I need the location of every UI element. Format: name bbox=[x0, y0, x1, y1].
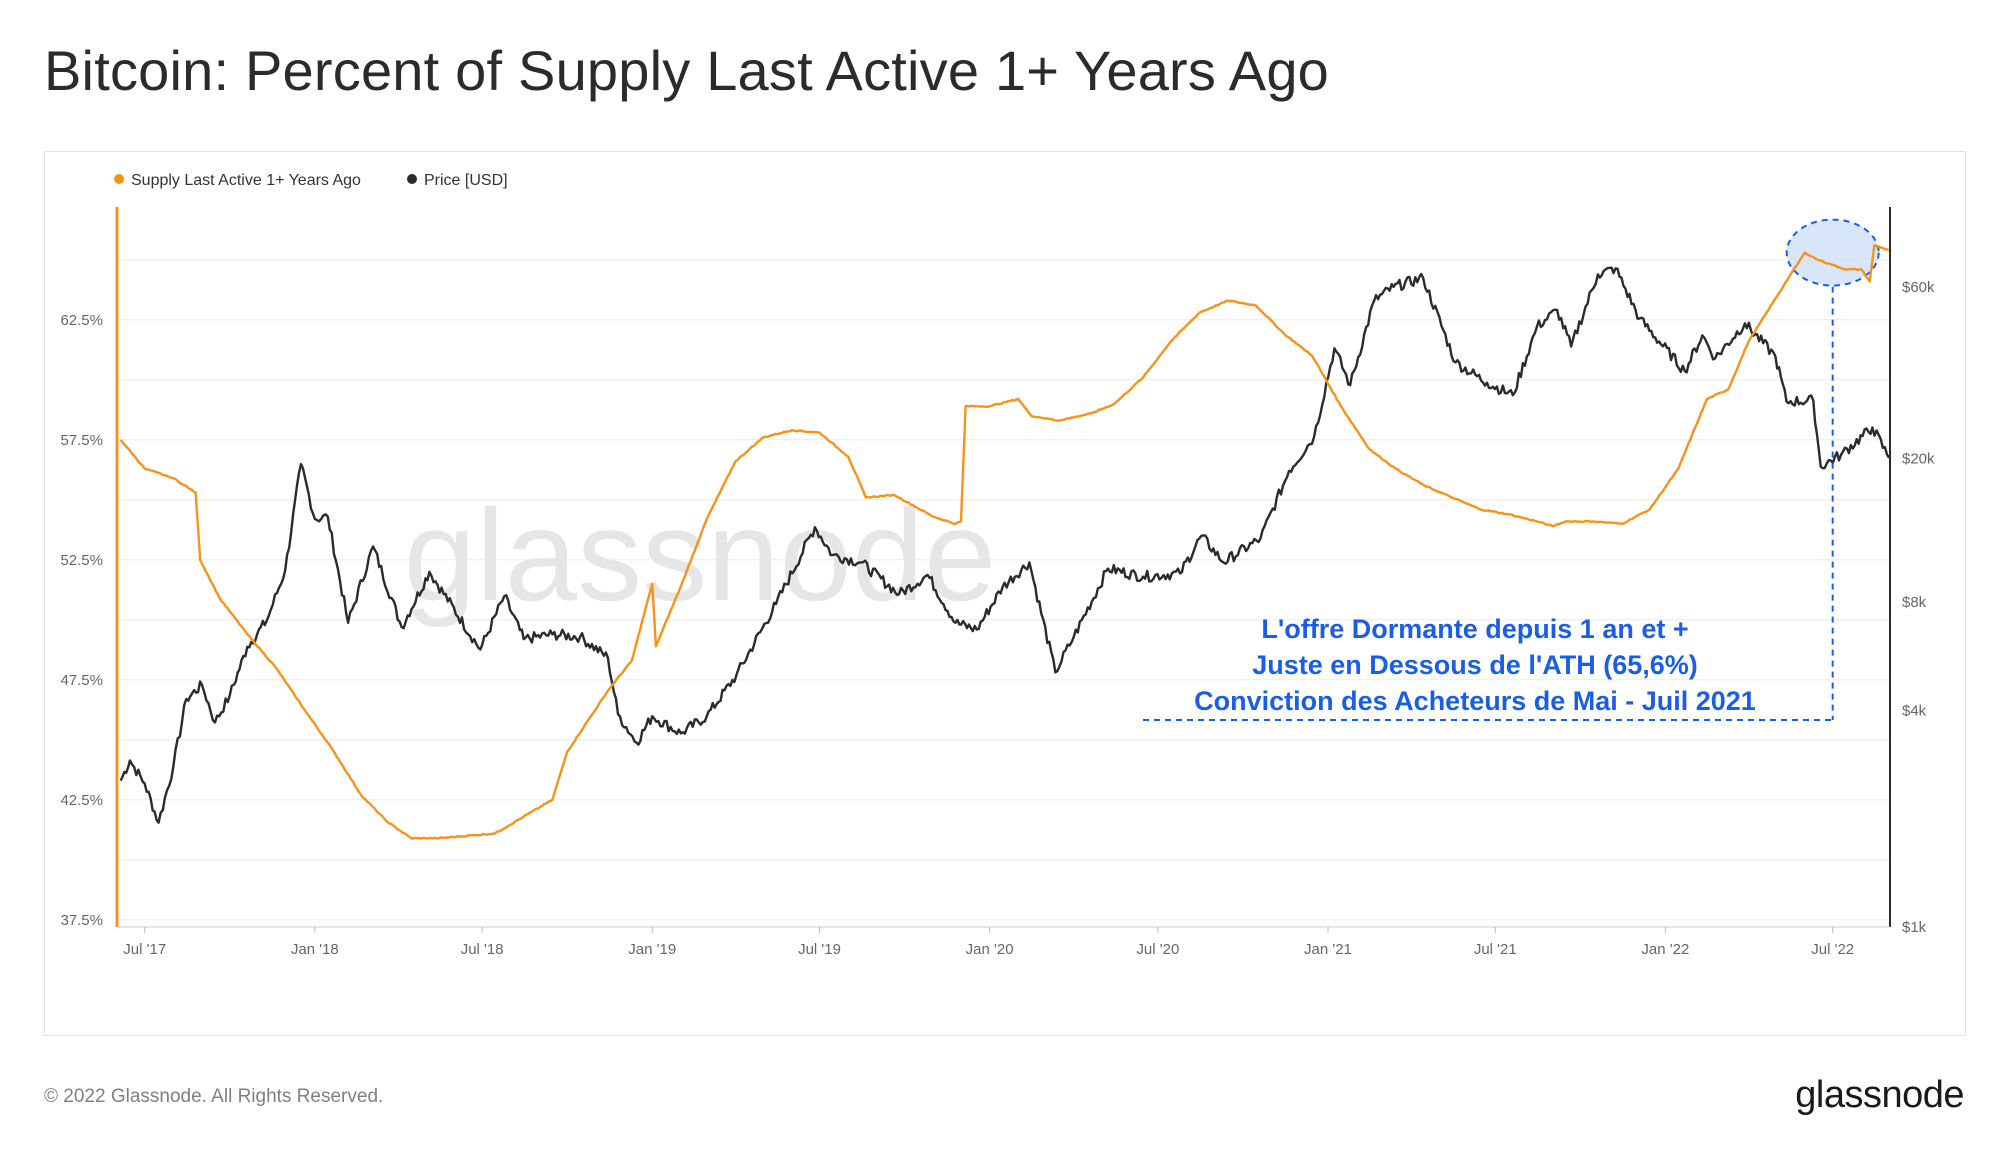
right-tick-label: $1k bbox=[1902, 919, 1927, 936]
legend[interactable]: Supply Last Active 1+ Years Ago Price [US… bbox=[114, 172, 508, 189]
tick-labels: 37.5% 42.5% 47.5% 52.5% 57.5% 62.5% $1k $4k $8k $… bbox=[60, 279, 1935, 958]
x-tick-label: Jul '19 bbox=[798, 941, 841, 958]
legend-label: Supply Last Active 1+ Years Ago bbox=[131, 172, 361, 189]
x-tick-label: Jul '20 bbox=[1136, 941, 1179, 958]
left-tick-label: 37.5% bbox=[60, 912, 103, 929]
x-tick-label: Jan '20 bbox=[966, 941, 1014, 958]
watermark: glassnode bbox=[404, 482, 997, 628]
right-tick-label: $20k bbox=[1902, 451, 1935, 468]
chart-frame: glassnode 37.5% 42.5% 47.5% 52.5% 57.5% 62.5%… bbox=[44, 151, 1966, 1036]
x-tick-label: Jan '18 bbox=[291, 941, 339, 958]
axes bbox=[115, 207, 1891, 928]
x-tick-label: Jan '21 bbox=[1304, 941, 1352, 958]
legend-dot bbox=[407, 174, 417, 184]
x-tick-label: Jul '22 bbox=[1811, 941, 1854, 958]
supply-line bbox=[119, 244, 1890, 840]
legend-label: Price [USD] bbox=[424, 172, 508, 189]
x-tick-label: Jan '19 bbox=[628, 941, 676, 958]
left-tick-label: 62.5% bbox=[60, 312, 103, 329]
right-tick-label: $4k bbox=[1902, 702, 1927, 719]
price-line bbox=[119, 266, 1891, 824]
x-tick-label: Jan '22 bbox=[1641, 941, 1689, 958]
series-layer bbox=[119, 244, 1891, 840]
left-tick-label: 52.5% bbox=[60, 552, 103, 569]
left-tick-label: 47.5% bbox=[60, 672, 103, 689]
x-tick-label: Jul '17 bbox=[123, 941, 166, 958]
right-tick-label: $8k bbox=[1902, 594, 1927, 611]
annotation-line: Conviction des Acheteurs de Mai - Juil 2… bbox=[1194, 686, 1756, 716]
x-tick-label: Jul '21 bbox=[1474, 941, 1517, 958]
chart: glassnode 37.5% 42.5% 47.5% 52.5% 57.5% 62.5%… bbox=[60, 172, 1935, 958]
page-title: Bitcoin: Percent of Supply Last Active 1… bbox=[44, 39, 1330, 102]
annotation: L'offre Dormante depuis 1 an et + Juste e… bbox=[1143, 286, 1834, 721]
left-tick-label: 57.5% bbox=[60, 432, 103, 449]
glassnode-logo: glassnode bbox=[1795, 1074, 1964, 1116]
right-tick-label: $60k bbox=[1902, 279, 1935, 296]
grid-lines bbox=[117, 259, 1890, 921]
legend-dot bbox=[114, 174, 124, 184]
x-tick-label: Jul '18 bbox=[461, 941, 504, 958]
footer-copyright: © 2022 Glassnode. All Rights Reserved. bbox=[44, 1086, 384, 1107]
left-tick-label: 42.5% bbox=[60, 792, 103, 809]
annotation-line: Juste en Dessous de l'ATH (65,6%) bbox=[1252, 650, 1698, 680]
annotation-line: L'offre Dormante depuis 1 an et + bbox=[1261, 614, 1688, 644]
